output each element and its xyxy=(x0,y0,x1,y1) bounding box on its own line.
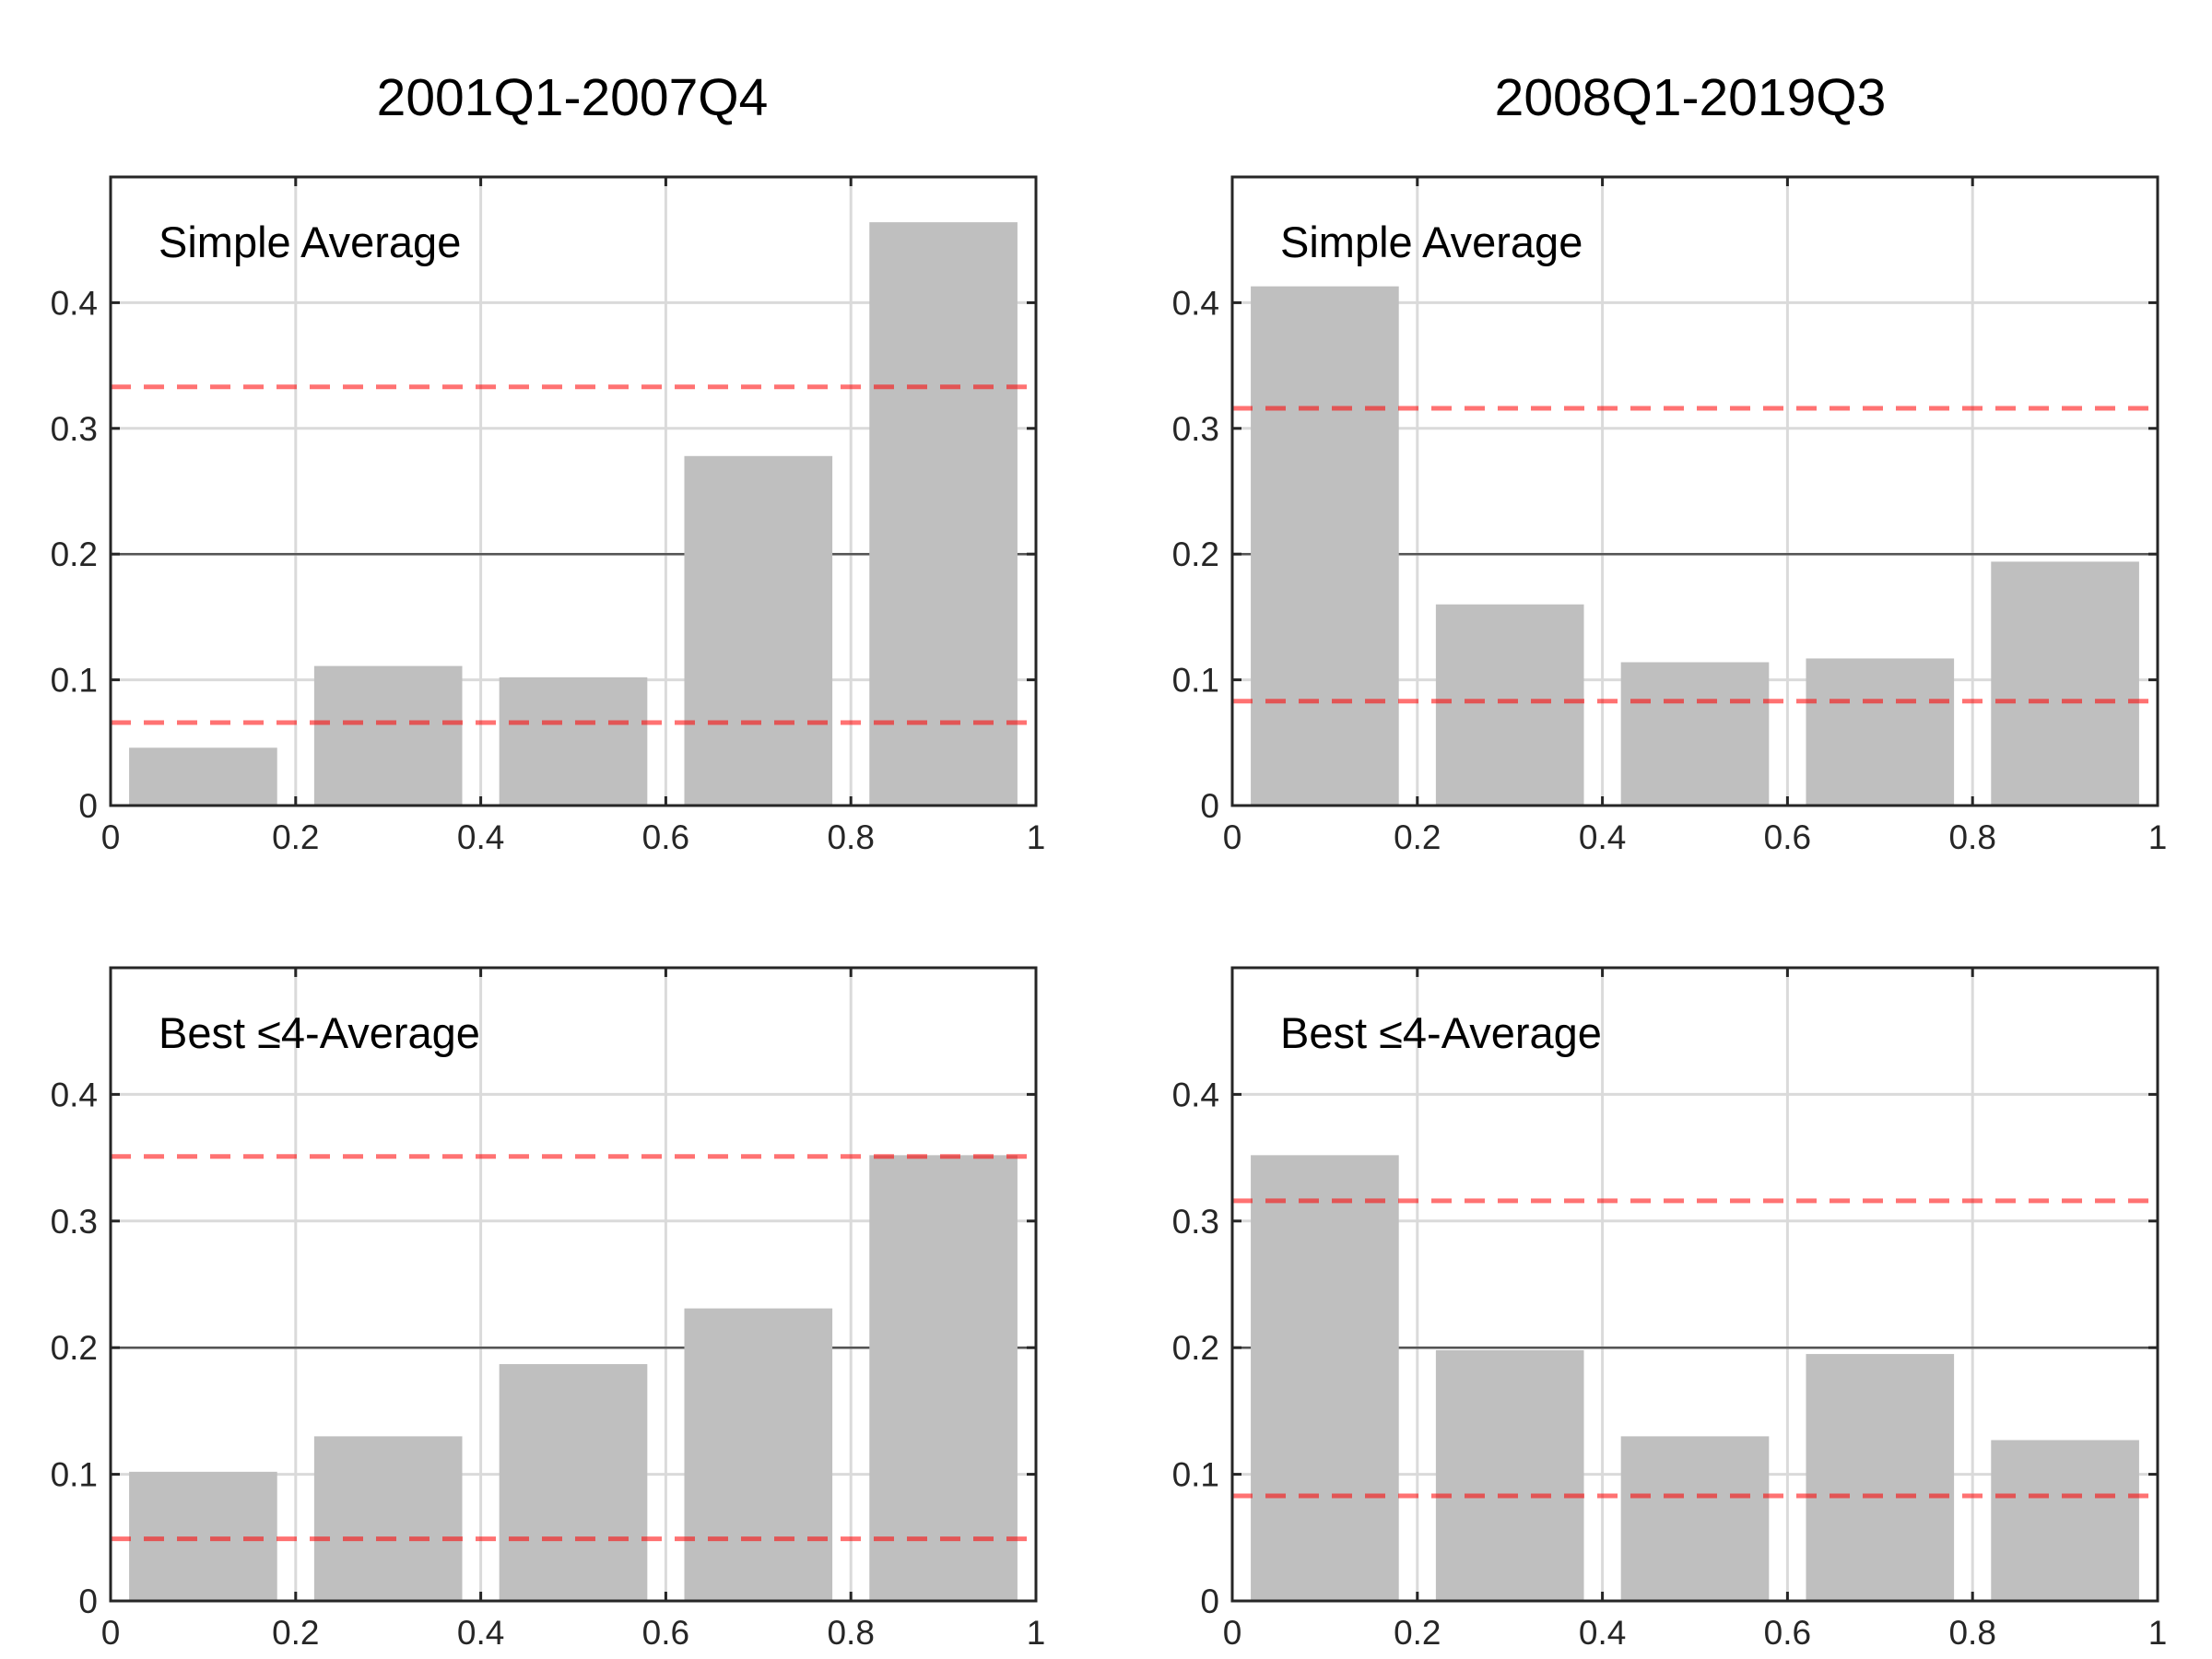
x-tick-label: 0 xyxy=(1223,818,1242,856)
panel-bottom-right: 0 0.2 0.4 0.6 0.8 1 0 0.1 0.2 0.3 0.4 Best ≤4-Avera… xyxy=(1172,966,2168,1652)
x-tick-label: 0.6 xyxy=(1764,818,1811,856)
histogram-bar xyxy=(1806,658,1955,806)
axes-frame xyxy=(1230,175,2159,807)
y-tick-label: 0 xyxy=(1200,787,1219,825)
histogram-bar xyxy=(1991,1440,2139,1601)
x-tick-label: 1 xyxy=(2148,818,2168,856)
histogram-bar xyxy=(1251,286,1399,806)
x-tick-label: 0.6 xyxy=(1764,1614,1811,1652)
x-tick-label: 0.2 xyxy=(272,818,319,856)
histogram-bar xyxy=(1991,561,2139,806)
axes-frame xyxy=(1230,966,2159,1603)
histogram-bar xyxy=(1620,1436,1770,1601)
histogram-bar xyxy=(1435,1349,1584,1601)
y-tick-label: 0.4 xyxy=(51,284,98,322)
x-tick-label: 0.2 xyxy=(1394,1614,1441,1652)
x-tick-label: 0.4 xyxy=(457,818,504,856)
histogram-bar xyxy=(684,455,833,806)
x-tick-label: 0.8 xyxy=(1948,1614,1995,1652)
x-tick-label: 0.4 xyxy=(1579,1614,1626,1652)
panel-bottom-left: 0 0.2 0.4 0.6 0.8 1 0 0.1 0.2 0.3 0.4 Best ≤4-Avera… xyxy=(51,966,1046,1652)
panel-label: Best ≤4-Average xyxy=(1280,1008,1602,1057)
y-tick-label: 0.2 xyxy=(51,1329,98,1367)
y-tick-label: 0 xyxy=(78,1583,98,1620)
histogram-bar xyxy=(499,1364,648,1601)
histogram-bar xyxy=(313,665,463,806)
x-tick-label: 0.6 xyxy=(642,818,689,856)
y-tick-label: 0.3 xyxy=(51,410,98,448)
x-tick-label: 0.2 xyxy=(272,1614,319,1652)
x-tick-label: 1 xyxy=(1027,818,1046,856)
x-tick-label: 0 xyxy=(1223,1614,1242,1652)
y-tick-label: 0.1 xyxy=(1172,662,1219,700)
histogram-bar xyxy=(684,1308,833,1601)
y-tick-label: 0.4 xyxy=(1172,1076,1219,1113)
panel-top-right: 0 0.2 0.4 0.6 0.8 1 0 0.1 0.2 0.3 0.4 Simple Averag… xyxy=(1172,175,2168,856)
panel-label: Simple Average xyxy=(159,218,461,266)
x-tick-label: 0.4 xyxy=(457,1614,504,1652)
x-tick-label: 0.6 xyxy=(642,1614,689,1652)
histogram-bar xyxy=(1806,1354,1955,1601)
y-tick-label: 0.2 xyxy=(1172,535,1219,573)
y-tick-label: 0.4 xyxy=(51,1076,98,1113)
column-title-right: 2008Q1-2019Q3 xyxy=(1495,68,1887,127)
histogram-bar xyxy=(313,1436,463,1601)
panel-top-left: 0 0.2 0.4 0.6 0.8 1 0 0.1 0.2 0.3 0.4 Simple Averag… xyxy=(51,175,1046,856)
x-tick-label: 0.8 xyxy=(827,1614,874,1652)
y-tick-label: 0 xyxy=(1200,1583,1219,1620)
y-tick-label: 0.1 xyxy=(1172,1456,1219,1494)
axes-frame xyxy=(109,966,1038,1603)
y-tick-label: 0.2 xyxy=(51,535,98,573)
column-title-left: 2001Q1-2007Q4 xyxy=(377,68,769,127)
y-tick-label: 0.2 xyxy=(1172,1329,1219,1367)
x-tick-label: 1 xyxy=(2148,1614,2168,1652)
panel-label: Best ≤4-Average xyxy=(159,1008,480,1057)
y-tick-label: 0.4 xyxy=(1172,284,1219,322)
histogram-bar xyxy=(1620,662,1770,806)
histogram-bar xyxy=(1435,604,1584,806)
x-tick-label: 0.4 xyxy=(1579,818,1626,856)
x-tick-label: 0 xyxy=(101,1614,121,1652)
x-tick-label: 1 xyxy=(1027,1614,1046,1652)
y-tick-label: 0.3 xyxy=(1172,410,1219,448)
y-tick-label: 0.3 xyxy=(1172,1203,1219,1241)
panel-label: Simple Average xyxy=(1280,218,1583,266)
x-tick-label: 0 xyxy=(101,818,121,856)
histogram-bar xyxy=(499,677,648,806)
y-tick-label: 0.3 xyxy=(51,1203,98,1241)
histogram-bar xyxy=(129,1471,277,1601)
x-tick-label: 0.2 xyxy=(1394,818,1441,856)
y-tick-label: 0 xyxy=(78,787,98,825)
histogram-bar xyxy=(869,1155,1018,1601)
y-tick-label: 0.1 xyxy=(51,662,98,700)
histogram-bar xyxy=(1251,1155,1399,1601)
x-tick-label: 0.8 xyxy=(1948,818,1995,856)
y-tick-label: 0.1 xyxy=(51,1456,98,1494)
histogram-bar xyxy=(869,222,1018,806)
axes-frame xyxy=(109,175,1038,807)
x-tick-label: 0.8 xyxy=(827,818,874,856)
histogram-bar xyxy=(129,747,277,806)
